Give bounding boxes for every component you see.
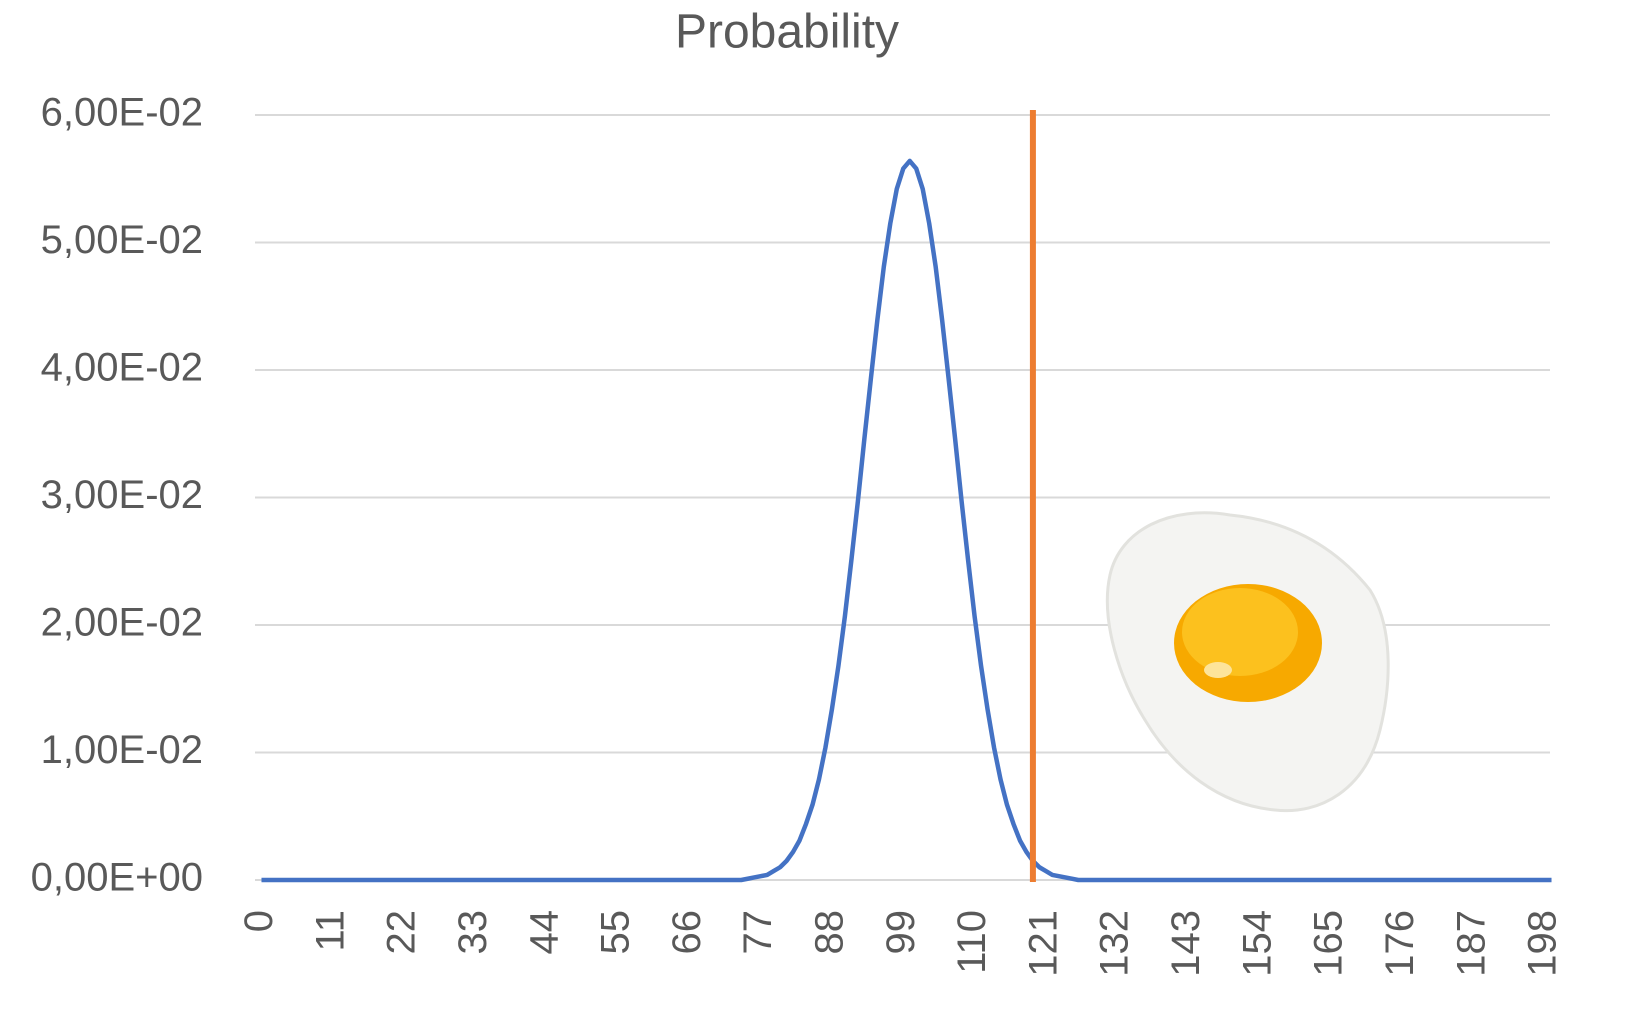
x-tick-label: 11 <box>308 910 352 952</box>
x-tick-label: 77 <box>736 910 780 955</box>
x-tick-label: 176 <box>1378 910 1422 977</box>
x-tick-label: 143 <box>1164 910 1208 977</box>
x-tick-label: 33 <box>451 910 495 955</box>
chart-title: Probability <box>675 6 899 59</box>
x-tick-label: 165 <box>1307 910 1351 977</box>
x-tick-label: 0 <box>237 910 281 932</box>
x-tick-label: 154 <box>1235 910 1279 977</box>
y-tick-label: 1,00E-02 <box>41 728 203 772</box>
egg-picture <box>1107 513 1388 811</box>
y-tick-label: 2,00E-02 <box>41 601 203 645</box>
y-tick-label: 4,00E-02 <box>41 346 203 390</box>
x-tick-label: 187 <box>1449 910 1493 977</box>
y-tick-label: 3,00E-02 <box>41 473 203 517</box>
x-tick-label: 55 <box>594 910 638 955</box>
chart: Probability 0,00E+00 1,00E-02 2,00E-02 3,00… <box>0 0 1640 1034</box>
x-tick-label: 110 <box>950 910 994 974</box>
x-tick-label: 88 <box>808 910 852 955</box>
y-tick-label: 6,00E-02 <box>41 91 203 135</box>
y-tick-label: 0,00E+00 <box>31 856 203 900</box>
x-tick-label: 66 <box>665 910 709 955</box>
x-tick-label: 44 <box>522 910 566 955</box>
x-tick-label: 22 <box>380 910 424 955</box>
x-tick-label: 132 <box>1093 910 1137 977</box>
x-tick-label: 99 <box>879 910 923 955</box>
x-tick-label: 121 <box>1021 910 1065 977</box>
x-tick-label: 198 <box>1521 910 1565 977</box>
y-tick-label: 5,00E-02 <box>41 218 203 262</box>
page: Probability 0,00E+00 1,00E-02 2,00E-02 3,00… <box>0 0 1640 1034</box>
